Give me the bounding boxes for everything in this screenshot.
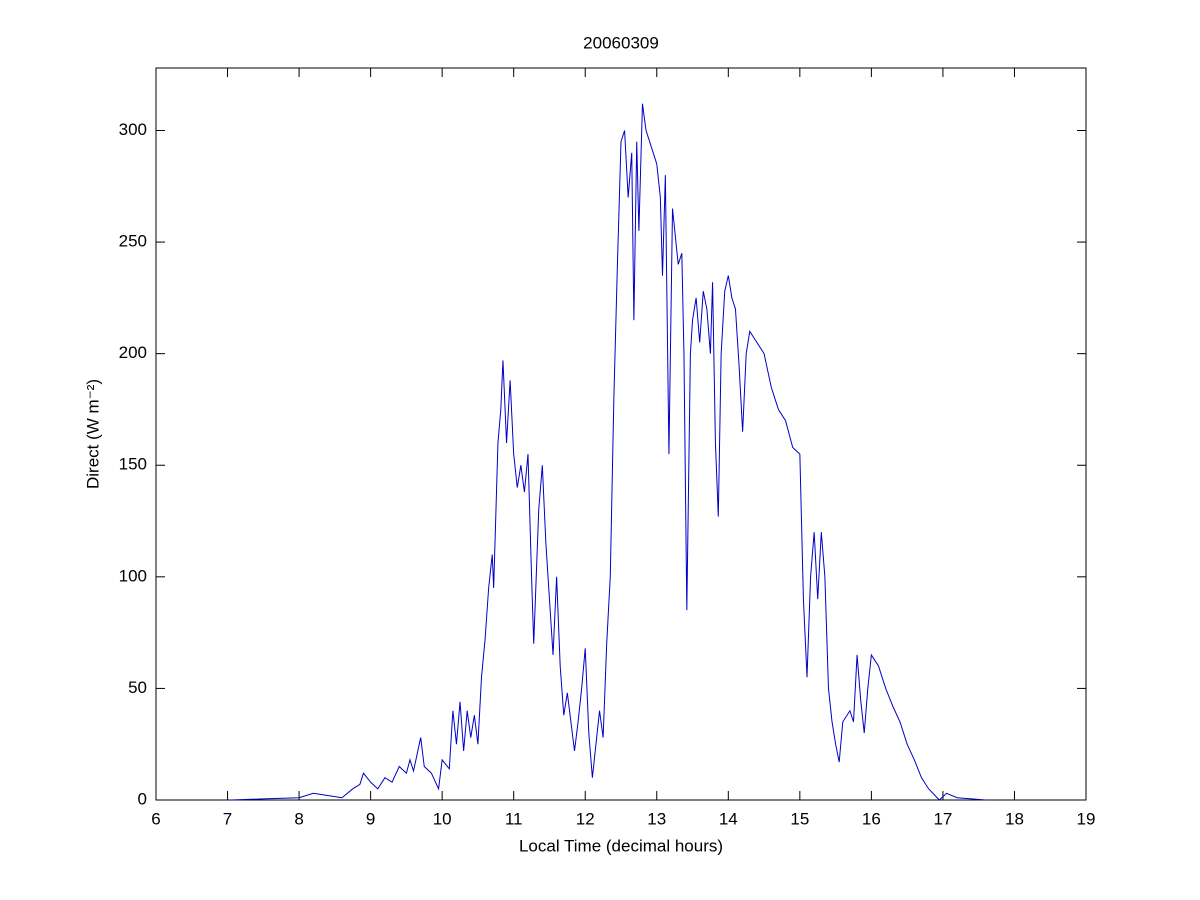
- y-tick-label: 250: [119, 232, 147, 251]
- x-tick-label: 8: [294, 809, 303, 828]
- y-tick-label: 200: [119, 343, 147, 362]
- x-tick-label: 13: [647, 809, 666, 828]
- data-line: [231, 103, 986, 801]
- x-tick-label: 9: [366, 809, 375, 828]
- x-tick-label: 18: [1005, 809, 1024, 828]
- y-tick-label: 0: [138, 789, 147, 808]
- x-tick-label: 14: [719, 809, 738, 828]
- x-tick-label: 7: [223, 809, 232, 828]
- x-tick-label: 16: [862, 809, 881, 828]
- x-tick-label: 17: [933, 809, 952, 828]
- plot-frame: [155, 67, 1087, 801]
- x-tick-label: 11: [505, 809, 523, 828]
- x-tick-label: 10: [433, 809, 452, 828]
- x-tick-label: 6: [151, 809, 160, 828]
- chart-title: 20060309: [583, 33, 659, 52]
- y-tick-label: 100: [119, 566, 147, 585]
- y-tick-label: 50: [128, 678, 147, 697]
- x-tick-label: 19: [1077, 809, 1096, 828]
- x-tick-label: 15: [790, 809, 809, 828]
- x-axis-label: Local Time (decimal hours): [519, 836, 723, 855]
- y-axis-label: Direct (W m⁻²): [83, 379, 102, 489]
- x-tick-label: 12: [576, 809, 595, 828]
- y-tick-label: 150: [119, 455, 147, 474]
- y-tick-label: 300: [119, 120, 147, 139]
